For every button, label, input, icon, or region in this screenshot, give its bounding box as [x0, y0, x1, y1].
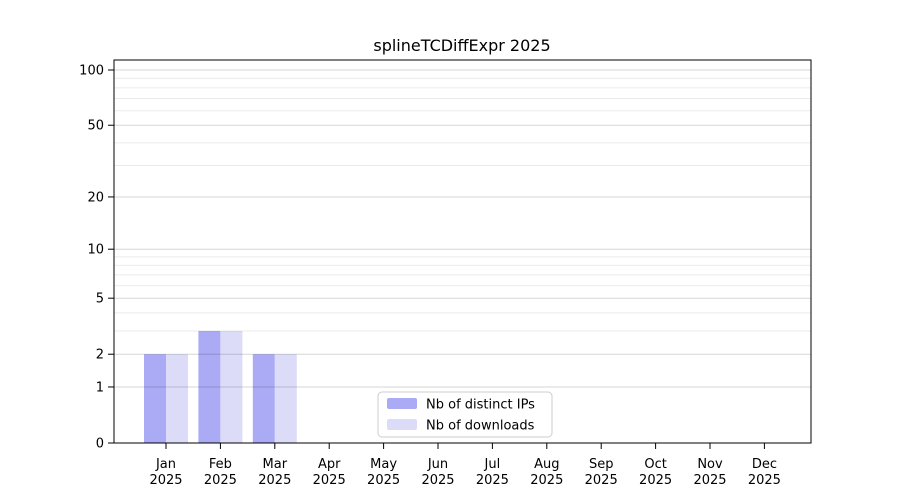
x-tick-label: Jun 2025	[421, 457, 454, 488]
x-tick-label: Oct 2025	[639, 457, 672, 488]
y-tick-label: 50	[87, 119, 104, 134]
axes-group	[108, 59, 812, 449]
x-tick-label: Apr 2025	[313, 457, 346, 488]
x-tick-label: Nov 2025	[693, 457, 726, 488]
x-tick-label: Feb 2025	[204, 457, 237, 488]
y-tick-label: 100	[79, 64, 104, 79]
x-tick-label: Mar 2025	[258, 457, 291, 488]
grid-group	[114, 69, 811, 388]
x-tick-label: Jan 2025	[149, 457, 182, 488]
legend: Nb of distinct IPs Nb of downloads	[377, 391, 553, 438]
axis-labels-group: 0 1 2 5 10 20 50 100 Jan 2025 Feb 2025 Mar 2025 Apr 202…	[79, 64, 781, 489]
legend-label-distinct-ips: Nb of distinct IPs	[426, 398, 535, 413]
legend-swatch-downloads	[387, 419, 417, 430]
x-tick-label: Dec 2025	[748, 457, 781, 488]
chart-title: splineTCDiffExpr 2025	[373, 36, 550, 55]
x-tick-label: Aug 2025	[530, 457, 563, 488]
y-tick-label: 10	[87, 243, 104, 258]
legend-label-downloads: Nb of downloads	[426, 419, 535, 434]
bar-downloads-mar	[274, 354, 297, 443]
bar-distinct-ips-mar	[252, 354, 275, 443]
y-tick-label: 1	[96, 380, 104, 395]
bars-group	[144, 330, 297, 443]
bar-distinct-ips-feb	[198, 330, 221, 443]
x-tick-label: Sep 2025	[585, 457, 618, 488]
bar-downloads-jan	[166, 354, 188, 443]
y-tick-label: 5	[96, 292, 104, 307]
plot-border	[113, 59, 812, 444]
y-tick-label: 2	[96, 348, 104, 363]
bar-downloads-feb	[220, 330, 243, 443]
y-tick-label: 20	[87, 190, 104, 205]
bar-distinct-ips-jan	[144, 354, 166, 443]
x-tick-label: May 2025	[367, 457, 400, 488]
legend-box	[377, 391, 553, 438]
x-tick-label: Jul 2025	[476, 457, 509, 488]
legend-swatch-distinct-ips	[387, 398, 417, 409]
y-tick-label: 0	[96, 437, 104, 452]
